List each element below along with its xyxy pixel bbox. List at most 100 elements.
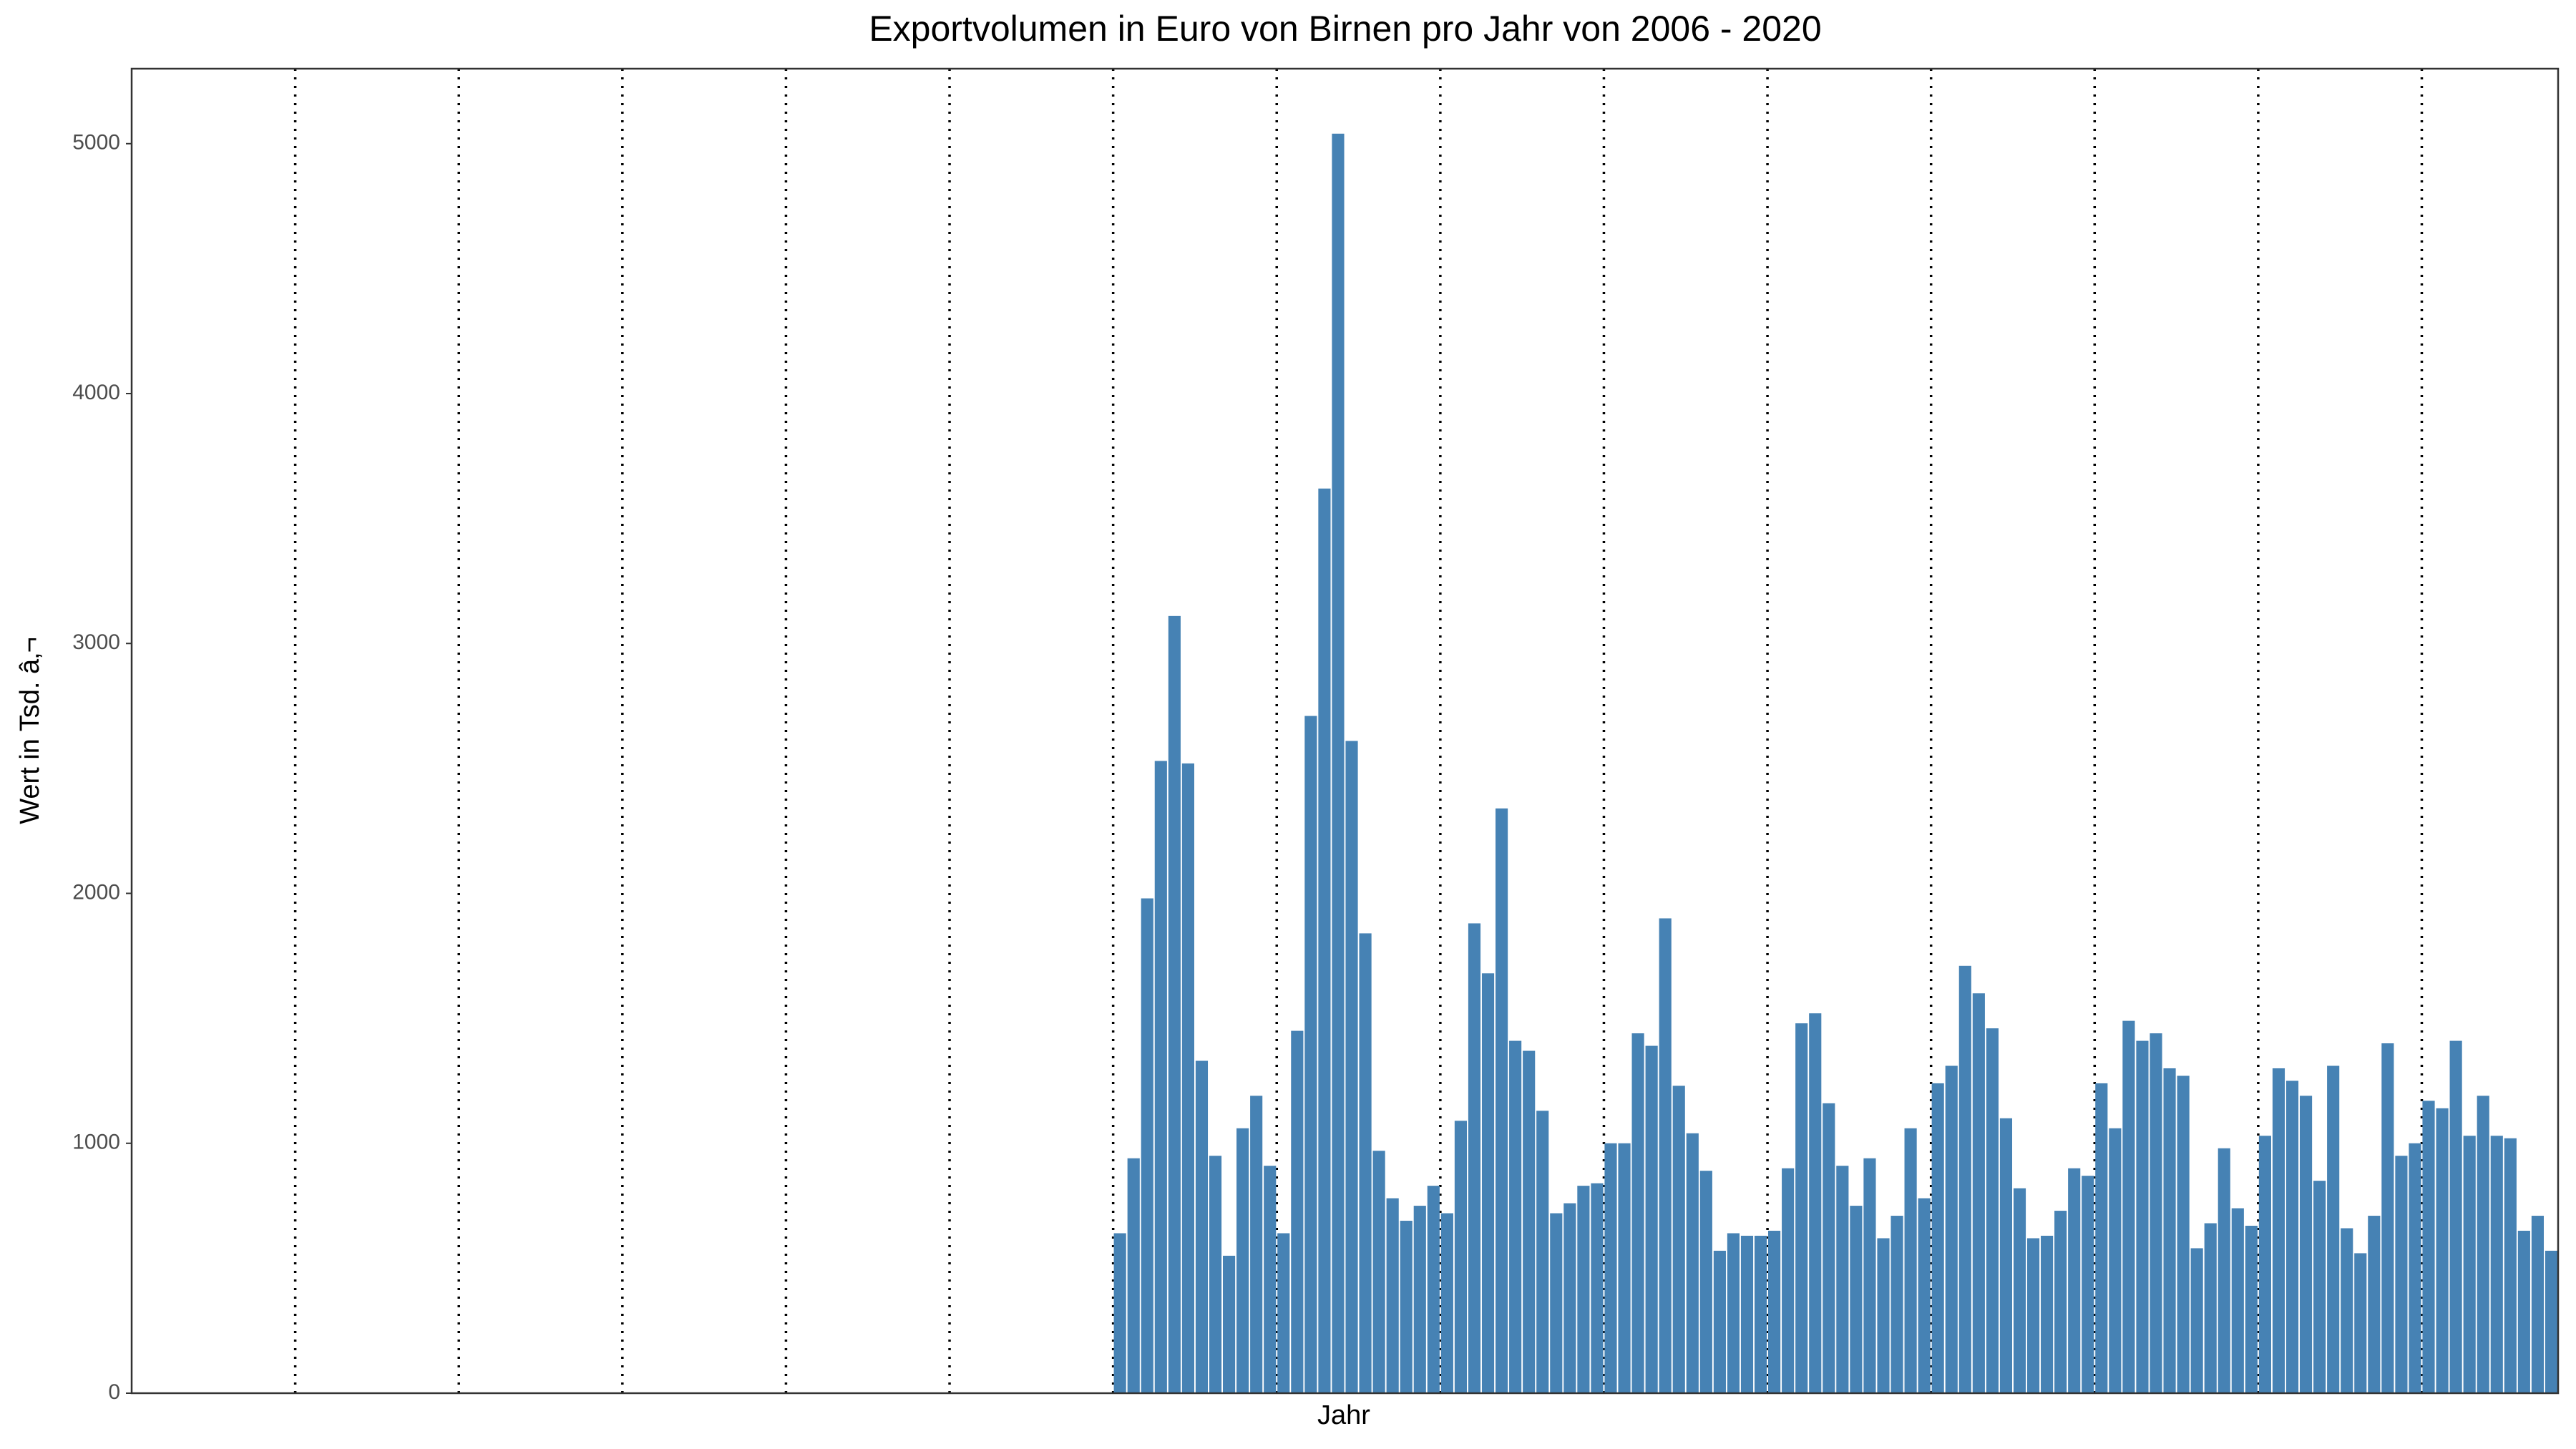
y-tick-label: 4000 [72, 381, 120, 404]
y-tick-label: 5000 [72, 131, 120, 155]
bar [1877, 1238, 1890, 1393]
bar [2477, 1096, 2489, 1393]
bar [1468, 923, 1481, 1393]
y-tick-label: 3000 [72, 630, 120, 654]
bar [2109, 1128, 2122, 1393]
bar [2327, 1065, 2340, 1393]
bar [1958, 965, 1971, 1393]
bar [1986, 1028, 1999, 1393]
bar [2395, 1156, 2408, 1393]
bar [1713, 1250, 1726, 1393]
bar [2068, 1168, 2081, 1393]
bar [1563, 1203, 1576, 1393]
bar [1863, 1158, 1876, 1393]
bar [1209, 1156, 1222, 1393]
bar [1823, 1103, 1835, 1393]
bar [1141, 898, 1153, 1393]
bar [1631, 1033, 1644, 1393]
bar [2449, 1040, 2462, 1393]
bar [1904, 1128, 1917, 1393]
bar [1127, 1158, 1140, 1393]
bar [1591, 1183, 1604, 1393]
bar [1699, 1171, 1712, 1393]
bar [1277, 1233, 1290, 1393]
bar [1999, 1118, 2013, 1393]
bar [2204, 1223, 2217, 1393]
bar [1291, 1030, 1304, 1393]
bar [1890, 1216, 1903, 1393]
bar [1372, 1151, 1385, 1393]
bar [1195, 1060, 1209, 1393]
bar [1250, 1096, 1263, 1393]
bar [1618, 1143, 1631, 1393]
bar [1795, 1023, 1808, 1393]
bar [1740, 1235, 1754, 1393]
bar [1318, 488, 1331, 1393]
bar [1550, 1213, 1563, 1393]
bar [2122, 1020, 2135, 1393]
bar [1604, 1143, 1617, 1393]
bar [1359, 933, 1372, 1393]
bar [1645, 1045, 1658, 1393]
bar [2381, 1043, 2394, 1393]
bar [2136, 1040, 2149, 1393]
bar [2245, 1226, 2258, 1393]
bar [1577, 1186, 1590, 1393]
bar [2285, 1080, 2299, 1393]
bar [1496, 808, 1508, 1393]
bar [2013, 1188, 2026, 1393]
bar [1536, 1111, 1549, 1393]
panel-border [130, 67, 2560, 1395]
bar [1523, 1050, 1536, 1393]
bar [2313, 1181, 2326, 1393]
y-tick-label: 0 [108, 1380, 120, 1404]
bar [1945, 1065, 1958, 1393]
bar [1481, 973, 1495, 1393]
bar [1454, 1121, 1468, 1393]
bar [2409, 1143, 2421, 1393]
chart-title: Exportvolumen in Euro von Birnen pro Jah… [869, 9, 1821, 49]
bar [2095, 1083, 2108, 1393]
bar [2054, 1211, 2067, 1393]
y-tick-label: 1000 [72, 1131, 120, 1154]
bar [2231, 1208, 2244, 1393]
bar [1345, 741, 1358, 1393]
bar [1222, 1255, 1236, 1393]
bar [2272, 1068, 2285, 1393]
bar [2299, 1096, 2313, 1393]
y-tick-label: 2000 [72, 880, 120, 904]
bar [1931, 1083, 1944, 1393]
bar [1181, 763, 1194, 1393]
bar [1332, 133, 1345, 1394]
bar [1836, 1166, 1849, 1393]
bar [1427, 1186, 1440, 1393]
bar [1413, 1206, 1426, 1393]
bar [1509, 1040, 1522, 1393]
bar [2517, 1230, 2530, 1393]
bar [1850, 1206, 1863, 1393]
bar [2190, 1248, 2203, 1393]
bar [2436, 1108, 2449, 1393]
bar [1782, 1168, 1795, 1393]
bar [1686, 1133, 1699, 1393]
x-axis-title: Jahr [1317, 1400, 1370, 1430]
bar [2177, 1075, 2190, 1393]
bar [1386, 1198, 1399, 1393]
bar [1440, 1213, 1453, 1393]
bar [2490, 1136, 2503, 1393]
bar [1754, 1235, 1767, 1393]
bar [2082, 1176, 2094, 1393]
bar [2504, 1138, 2517, 1393]
bar [2463, 1136, 2476, 1393]
bar [1768, 1230, 1781, 1393]
bar [2150, 1033, 2162, 1393]
bar [1400, 1221, 1413, 1393]
bar [1113, 1233, 1126, 1393]
bar [2341, 1228, 2353, 1393]
bar [1659, 918, 1672, 1393]
bar [2354, 1253, 2367, 1393]
bar [2531, 1216, 2544, 1393]
bar [1972, 993, 1985, 1393]
